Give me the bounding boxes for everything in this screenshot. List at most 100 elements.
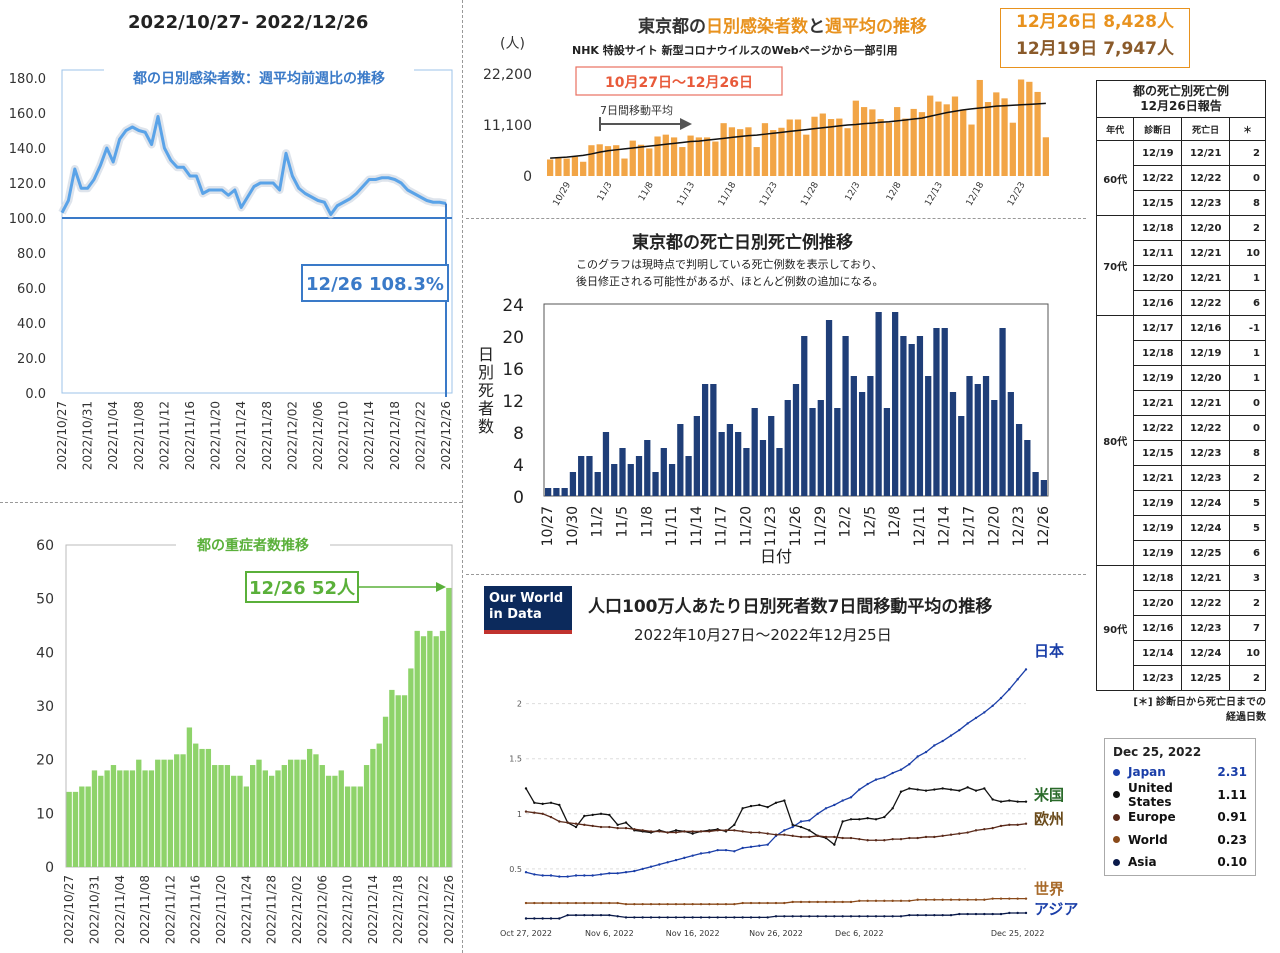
series-point [658,863,661,866]
series-label: 米国 [1034,786,1064,804]
table-header: ＊ [1229,117,1266,141]
series-point [1008,823,1011,827]
series-point [574,822,578,825]
severe-bar [338,770,344,867]
series-point [849,900,853,904]
chart-deaths-per-million: 2 1.5 1 0.5 Oct 27, 2022 Nov 6, 2022 Nov 16, 2… [500,642,1078,938]
death-bar [982,376,990,496]
series-point [633,916,636,919]
death-bar [644,440,651,496]
series-point [641,916,644,919]
series-point [583,874,586,877]
case-bar [803,134,810,176]
death-bar [801,336,808,496]
case-bar [1009,122,1016,176]
death-bar [991,400,998,496]
legend-name: Europe [1128,810,1176,825]
case-bar [794,119,802,176]
deaths-table-panel: 都の死亡別死亡例 12月26日報告 年代 診断日 死亡日＊ 60代 12/19 12/21… [1095,80,1266,725]
death-bar [602,432,610,496]
death-bar [867,376,874,496]
series-point [733,850,736,853]
x-tick-label: 2022/12/18 [388,401,402,470]
x-tick-label: Oct 27, 2022 [500,929,552,938]
y-tick-label: 120.0 [9,177,46,192]
title-part: 週平均 [825,17,876,37]
series-point [983,787,986,790]
series-point [616,915,619,918]
y-axis-label-char: 者 [478,399,494,418]
case-bar [596,144,603,176]
series-point [916,788,919,791]
series-point [999,897,1003,900]
x-tick-label: 11/5 [614,506,630,537]
death-date-cell: 12/21 [1181,240,1231,266]
series-point [874,915,878,918]
x-tick-label: 12/20 [986,506,1002,546]
death-date-cell: 12/16 [1181,315,1231,341]
y-tick-label: 40.0 [17,317,46,332]
diagnosis-date-cell: 12/22 [1133,165,1183,191]
series-point [591,874,594,877]
series-point [791,900,794,904]
series-point [924,789,928,792]
death-bar [619,448,626,496]
case-bar [935,101,942,176]
y-tick-label: 1 [517,810,522,819]
series-point [991,826,994,830]
series-point [708,902,711,906]
case-bar [695,137,702,176]
series-point [933,744,936,747]
series-point [633,902,636,906]
death-bar [1032,472,1039,496]
series-point [983,898,986,901]
series-point [758,916,761,919]
series-point [799,900,803,904]
death-date-cell: 12/23 [1181,190,1231,216]
death-date-cell: 12/23 [1181,615,1231,641]
series-point [616,826,619,830]
title-bg [104,66,414,90]
legend-row: Japan 2.31 [1105,761,1255,784]
legend-value: 2.31 [1217,765,1247,780]
y-tick-label: 12 [502,392,524,412]
series-point [566,913,569,917]
series-point [591,901,594,905]
legend-row: Europe 0.91 [1105,806,1255,829]
severe-bar [256,759,262,867]
avg-arrow-head [680,118,692,130]
series-point [833,835,836,839]
days-cell: 6 [1229,290,1266,316]
y-tick-label: 60 [36,538,54,554]
death-bar [545,488,552,496]
death-bar [685,456,692,496]
case-bar [951,96,959,176]
x-tick-label: 12/23 [1011,506,1027,546]
series-point [866,817,869,820]
death-bar [1007,392,1014,496]
x-tick-label: 12/8 [885,180,904,203]
series-point [966,786,969,789]
severe-bar [186,727,193,867]
divider-mid-1 [466,218,1086,219]
x-tick-label: 11/3 [596,181,615,204]
table-title: 都の死亡別死亡例 12月26日報告 [1096,80,1266,117]
series-point [908,763,911,766]
death-bar [627,464,634,496]
death-date-cell: 12/19 [1181,340,1231,366]
severe-bar [123,770,129,867]
severe-bar [268,775,275,867]
severe-bar [161,759,167,867]
panel2-title: 東京都の日別感染者数と週平均の推移 [638,12,927,37]
series-point [1008,897,1011,900]
callout-text: 12/26 52人 [249,578,356,599]
series-point [716,916,719,919]
series-point [941,913,944,917]
series-point [574,901,578,905]
series-point [858,788,861,791]
death-date-cell: 12/22 [1181,165,1231,191]
title-part: 日別感染者数 [706,17,808,37]
case-bar [687,135,694,176]
series-point [641,902,644,906]
series-point [916,836,919,840]
